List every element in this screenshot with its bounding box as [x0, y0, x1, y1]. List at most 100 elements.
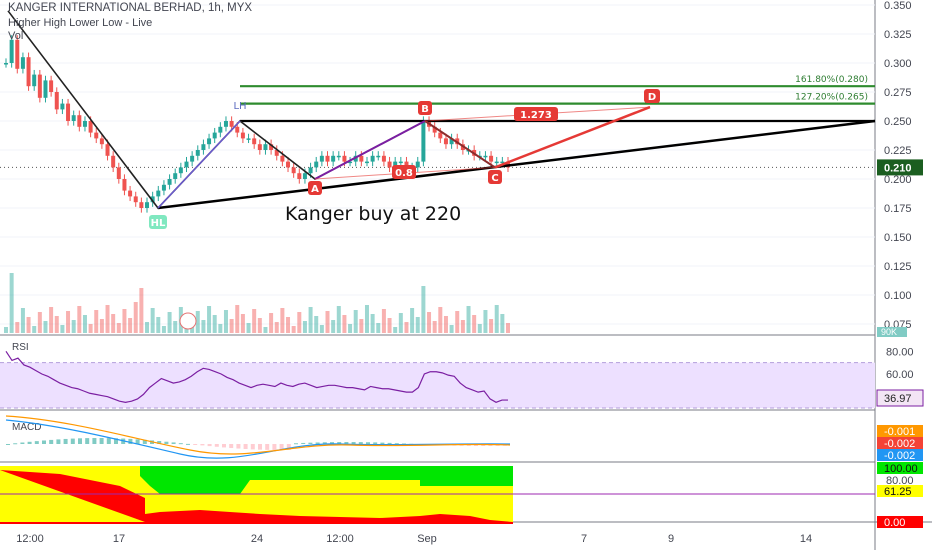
macd-histogram-bar — [265, 444, 270, 450]
rsi-line — [5, 351, 508, 403]
candle — [82, 121, 87, 127]
volume-bar — [314, 316, 319, 333]
candle — [398, 161, 403, 164]
volume-bar — [483, 310, 488, 333]
time-tick: 17 — [113, 533, 125, 545]
volume-bar — [235, 305, 240, 333]
macd-value: -0.002 — [884, 450, 915, 462]
label-lh: LH — [233, 101, 246, 112]
macd-histogram-bar — [63, 438, 68, 444]
volume-bar — [269, 313, 274, 333]
volume-bar — [438, 307, 443, 333]
volume-bar — [111, 314, 116, 333]
volume-bar — [167, 312, 172, 333]
volume-badge — [877, 327, 907, 337]
macd-histogram-bar — [387, 442, 392, 444]
volume-bar — [201, 320, 206, 333]
candle — [336, 155, 341, 158]
candle — [240, 132, 245, 139]
price-tick: 0.125 — [884, 261, 912, 273]
macd-histogram-bar — [157, 441, 162, 444]
macd-value: -0.002 — [884, 438, 915, 450]
label-hl-box — [149, 215, 167, 229]
price-tick: 0.350 — [884, 0, 912, 12]
candle — [43, 80, 48, 98]
volume-bar — [432, 321, 437, 333]
volume-bar — [139, 288, 144, 333]
volume-label: Vol — [8, 30, 24, 42]
volume-bar — [128, 318, 133, 333]
ratio-ab-box — [392, 165, 416, 179]
volume-bar — [359, 319, 364, 333]
candle — [489, 155, 494, 162]
macd-histogram-bar — [394, 443, 399, 445]
macd-histogram-bar — [6, 444, 10, 445]
macd-histogram-bar — [286, 444, 291, 450]
candle — [49, 80, 54, 92]
time-tick: 24 — [251, 533, 263, 545]
label-d-box — [644, 89, 660, 103]
candle — [9, 39, 14, 63]
candle — [286, 161, 291, 168]
volume-bar — [477, 324, 482, 333]
volume-bar — [161, 326, 166, 333]
candle — [15, 39, 20, 69]
macd-histogram-bar — [330, 442, 334, 444]
price-tick: 0.325 — [884, 29, 912, 41]
macd-histogram-bar — [56, 439, 61, 444]
annotation-text: Kanger buy at 220 — [285, 203, 462, 225]
osc-tick: 0.00 — [884, 517, 905, 529]
fib-label: 127.20%(0.265) — [795, 93, 868, 103]
volume-bar — [274, 322, 279, 333]
macd-histogram-bar — [351, 442, 356, 444]
volume-bar — [122, 309, 127, 333]
volume-bar — [325, 311, 330, 333]
candle — [122, 179, 127, 191]
candle — [66, 103, 71, 121]
volume-bar — [443, 316, 448, 333]
candle — [331, 155, 336, 162]
candle — [150, 196, 155, 203]
volume-bar — [229, 319, 234, 333]
candle — [37, 74, 42, 98]
rsi-tick: 60.00 — [886, 369, 914, 381]
macd-pane: MACD -0.001-0.002-0.002 — [5, 415, 923, 462]
candle — [178, 167, 183, 174]
candle — [218, 126, 223, 133]
candle — [438, 132, 443, 139]
macd-value: -0.001 — [884, 426, 915, 438]
macd-histogram-bar — [272, 444, 277, 450]
candle — [20, 57, 25, 69]
macd-histogram-bar — [142, 439, 147, 444]
macd-histogram-bar — [13, 443, 18, 445]
macd-histogram-bar — [279, 444, 284, 450]
price-tick: 0.100 — [884, 290, 912, 302]
volume-bar — [381, 309, 386, 333]
osc-badge-high — [877, 462, 923, 474]
label-c: C — [491, 173, 498, 184]
candle — [269, 144, 274, 150]
volume-bar — [376, 323, 381, 333]
macd-histogram-bar — [106, 438, 111, 444]
osc-tick: 61.25 — [884, 486, 912, 498]
price-tick: 0.300 — [884, 58, 912, 70]
candle — [314, 161, 319, 168]
volume-bar — [257, 318, 262, 333]
macd-histogram-bar — [358, 442, 363, 444]
ab-leg — [314, 120, 426, 180]
candle — [370, 155, 375, 162]
time-tick: 7 — [581, 533, 587, 545]
fib-label: 161.80%(0.280) — [795, 75, 868, 85]
macd-histogram-bar — [301, 442, 306, 444]
volume-bar — [506, 323, 510, 333]
candle — [156, 190, 161, 197]
volume-bar — [150, 308, 155, 333]
macd-histogram-bar — [193, 444, 198, 445]
volume-bar — [370, 314, 375, 333]
macd-badge — [877, 425, 923, 437]
volume-bar — [291, 326, 296, 333]
label-d: D — [648, 92, 656, 103]
macd-histogram-bar — [27, 441, 32, 444]
